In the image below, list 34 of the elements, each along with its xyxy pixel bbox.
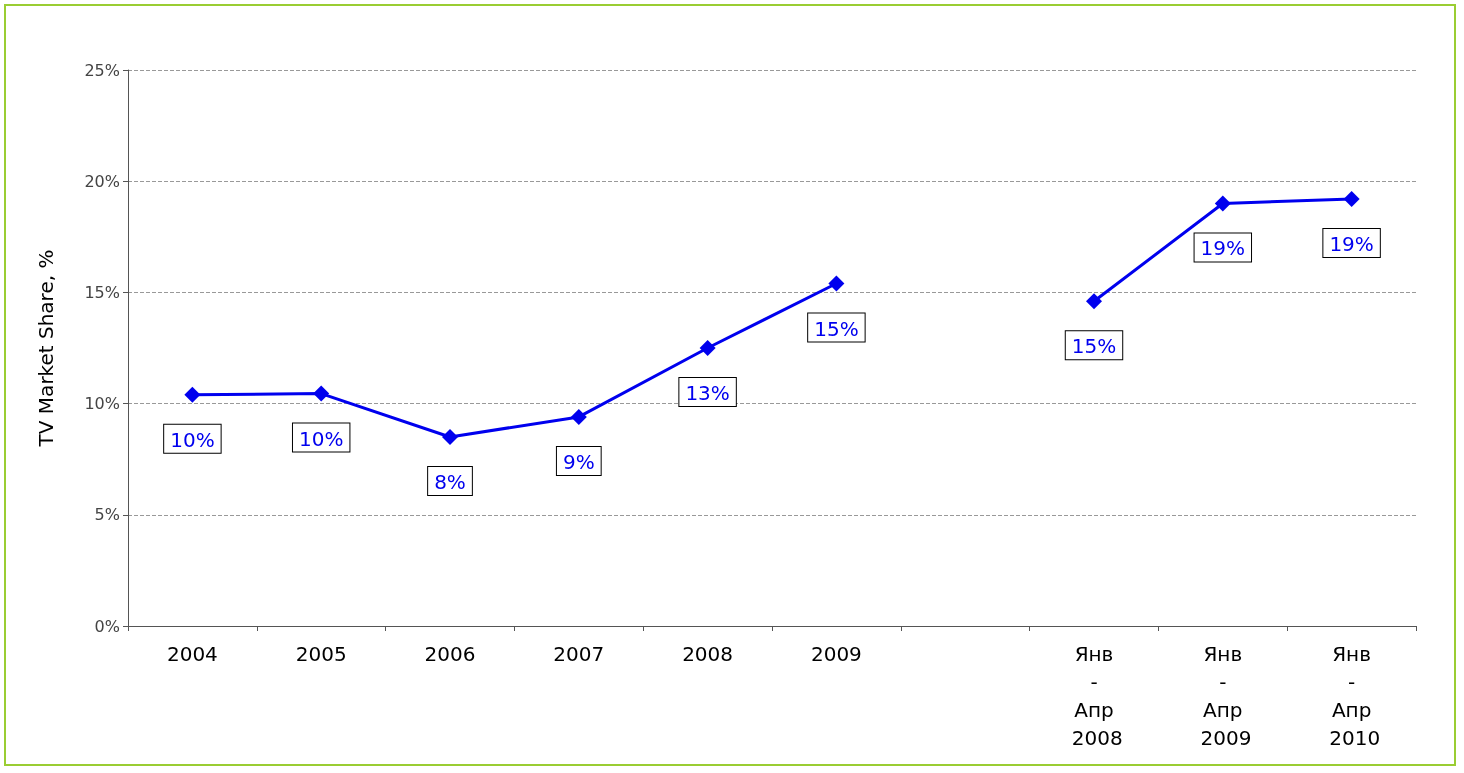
y-axis-title: TV Market Share, % xyxy=(34,249,58,448)
y-tick-label: 25% xyxy=(84,60,120,80)
data-label: 10% xyxy=(170,427,215,452)
data-label: 19% xyxy=(1200,236,1246,261)
data-label: 15% xyxy=(814,316,859,341)
point xyxy=(570,408,587,425)
x-tick-label: 2007 xyxy=(553,642,605,666)
point xyxy=(699,340,716,356)
point xyxy=(1214,195,1231,212)
x-tick-label: 2009 xyxy=(810,642,862,666)
x-tick-label: Янв - Апр 2008 xyxy=(1065,642,1123,750)
data-label: 15% xyxy=(1071,334,1117,359)
data-label: 19% xyxy=(1329,231,1374,256)
point xyxy=(828,275,845,292)
y-tick-label: 20% xyxy=(84,171,120,191)
point xyxy=(1343,190,1360,207)
data-label: 8% xyxy=(434,469,466,494)
y-tick-label: 5% xyxy=(94,505,120,525)
point xyxy=(1086,293,1102,310)
y-tick-label: 10% xyxy=(84,394,120,414)
data-label: 13% xyxy=(685,381,730,405)
data-label: 10% xyxy=(298,426,344,451)
x-tick-label: 2005 xyxy=(295,642,347,666)
point xyxy=(313,385,330,402)
x-tick-label: Янв - Апр 2010 xyxy=(1322,642,1381,750)
x-tick-label: 2008 xyxy=(682,642,734,666)
data-label: 9% xyxy=(562,449,595,474)
point xyxy=(442,428,458,445)
point xyxy=(184,386,201,403)
y-tick-label: 0% xyxy=(94,616,120,636)
x-tick-label: 2006 xyxy=(424,642,476,666)
x-tick-label: 2004 xyxy=(166,642,218,666)
x-tick-label: Янв - Апр 2009 xyxy=(1194,642,1252,750)
y-tick-label: 15% xyxy=(84,282,120,302)
